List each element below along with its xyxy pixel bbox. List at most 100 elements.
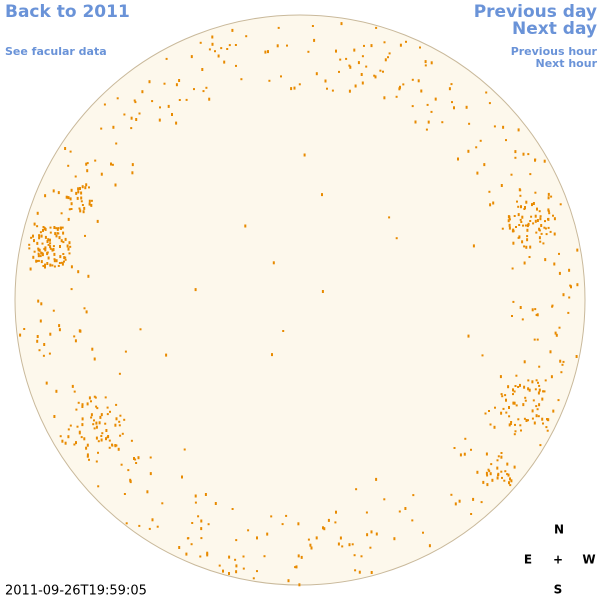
facula (245, 35, 248, 38)
facular-data-link[interactable]: See facular data (5, 45, 107, 58)
facula (44, 265, 46, 269)
facula (536, 219, 539, 222)
facula (339, 536, 342, 540)
facula (459, 453, 462, 457)
facula (516, 200, 518, 203)
facula (42, 228, 44, 232)
facula (119, 414, 122, 417)
facula (512, 393, 514, 396)
facula (287, 579, 290, 583)
facula (294, 566, 297, 569)
facula (78, 329, 81, 333)
facula (104, 396, 107, 399)
facula (217, 54, 220, 58)
facula (235, 64, 237, 67)
facula (534, 191, 537, 194)
facula (58, 262, 61, 264)
facula (112, 125, 115, 129)
facula (263, 555, 266, 558)
next-hour-link[interactable]: Next hour (536, 57, 598, 70)
facula (69, 245, 72, 248)
facula (509, 423, 512, 425)
facula (190, 543, 193, 546)
facula (295, 565, 298, 569)
facula (42, 265, 45, 267)
facula (488, 190, 491, 193)
facula (45, 381, 48, 385)
facula (64, 237, 67, 241)
facula (489, 423, 492, 426)
facula (33, 250, 36, 253)
facula (51, 264, 54, 267)
facula (354, 84, 357, 88)
previous-day-link[interactable]: Previous day (474, 2, 597, 22)
facula (55, 389, 58, 393)
facula (62, 253, 65, 255)
facula (450, 83, 453, 86)
facula (568, 296, 571, 299)
facula (357, 61, 360, 65)
facula (358, 570, 361, 574)
facula (96, 407, 99, 410)
facula (90, 416, 93, 419)
facula (99, 415, 102, 419)
facula (38, 237, 41, 240)
facula (393, 537, 396, 541)
facula (47, 238, 50, 242)
facula (451, 101, 453, 104)
facula (38, 349, 41, 352)
facula (526, 238, 529, 242)
facula (417, 79, 420, 83)
facula (69, 197, 72, 201)
facula (87, 274, 90, 278)
facula (315, 72, 318, 76)
facula (534, 158, 537, 161)
facula (36, 211, 39, 215)
facula (103, 103, 106, 106)
facula (494, 406, 496, 409)
facula (185, 552, 188, 556)
facula (531, 380, 534, 384)
back-link[interactable]: Back to 2011 (5, 2, 130, 22)
facula (43, 247, 46, 250)
facula (211, 42, 214, 46)
compass-west: W (582, 553, 595, 567)
facula (540, 232, 543, 235)
facula (80, 196, 83, 200)
facula (457, 157, 459, 161)
facula (365, 511, 368, 514)
facula (185, 98, 188, 101)
facula (133, 457, 135, 460)
facula (194, 288, 197, 292)
facula (517, 128, 520, 132)
facula (297, 522, 300, 526)
facula (535, 414, 538, 418)
facula (68, 241, 71, 245)
facula (206, 553, 209, 557)
facula (73, 335, 76, 338)
facula (37, 248, 40, 252)
facula (190, 55, 193, 59)
facula (46, 252, 49, 256)
facula (44, 249, 47, 252)
facula (214, 50, 216, 53)
facula (58, 324, 61, 328)
facula (129, 478, 132, 482)
facula (523, 360, 526, 364)
facula (506, 462, 509, 466)
next-day-link[interactable]: Next day (512, 19, 597, 39)
facula (557, 399, 560, 402)
facula (77, 187, 80, 191)
facula (524, 224, 527, 227)
previous-hour-link[interactable]: Previous hour (511, 45, 598, 58)
facula (549, 230, 552, 233)
facula (541, 417, 544, 421)
facula (81, 185, 84, 189)
facula (549, 350, 552, 354)
facula (234, 44, 237, 46)
facula (167, 104, 170, 108)
facula (470, 448, 472, 451)
facula (70, 288, 73, 291)
facula (161, 502, 164, 505)
facula (515, 226, 517, 228)
